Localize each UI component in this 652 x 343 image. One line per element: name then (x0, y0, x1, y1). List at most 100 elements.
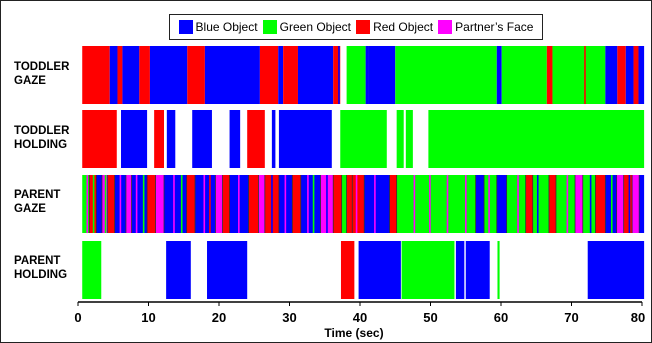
legend-label: Partner’s Face (455, 20, 534, 34)
segment-green (484, 175, 497, 233)
segment-blue (496, 46, 502, 104)
segment-blue (149, 46, 188, 104)
stripe-magenta (86, 175, 89, 233)
legend-label: Blue Object (195, 20, 258, 34)
segment-blue (131, 175, 148, 233)
segment-red (82, 110, 117, 168)
segment-red (247, 110, 265, 168)
segment-blue (278, 110, 332, 168)
stripe-red (584, 46, 586, 104)
segment-green (405, 110, 413, 168)
segment-blue (192, 110, 212, 168)
track-toddler-gaze (82, 46, 645, 104)
segment-red (595, 175, 606, 233)
segment-green (552, 46, 606, 104)
segment-blue (121, 110, 148, 168)
row-label-parent-gaze: PARENT GAZE (14, 188, 74, 216)
segment-green (396, 110, 404, 168)
legend-swatch-green (262, 20, 277, 34)
segment-red (283, 46, 298, 104)
segment-green (401, 241, 455, 299)
x-tick-label: 60 (494, 310, 508, 325)
stripe-magenta (566, 175, 569, 233)
segment-red (352, 175, 365, 233)
stripe-blue (628, 175, 631, 233)
x-axis-title: Time (sec) (324, 326, 383, 340)
legend-swatch-blue (178, 20, 193, 34)
stripe-blue (536, 175, 539, 233)
row-label-toddler-gaze: TODDLER GAZE (14, 60, 74, 88)
segment-green (532, 175, 549, 233)
segment-red (107, 175, 115, 233)
stripe-blue (338, 46, 340, 104)
segment-green (428, 110, 645, 168)
segment-red (633, 46, 639, 104)
stripe-magenta (238, 175, 240, 233)
stripe-magenta (374, 175, 376, 233)
legend-swatch-red (356, 20, 371, 34)
segment-green (497, 241, 500, 299)
segment-red (623, 175, 633, 233)
stripe-magenta (307, 175, 309, 233)
stripe-blue (589, 175, 592, 233)
segment-red (117, 46, 123, 104)
segment-green (82, 175, 90, 233)
segment-red (259, 46, 279, 104)
stripe-green (92, 175, 95, 233)
segment-blue (625, 46, 634, 104)
segment-blue (605, 46, 618, 104)
x-tick-label: 40 (353, 310, 367, 325)
row-label-parent-holding: PARENT HOLDING (14, 254, 74, 282)
stripe-magenta (413, 175, 416, 233)
segment-blue (122, 46, 140, 104)
row-label-line: HOLDING (14, 139, 68, 151)
legend-item-red-object: Red Object (356, 20, 433, 34)
segment-blue (455, 241, 465, 299)
segment-green (506, 175, 526, 233)
segment-green (340, 110, 387, 168)
segment-blue (364, 175, 390, 233)
segment-blue (297, 46, 334, 104)
segment-red (333, 46, 341, 104)
segment-blue (96, 175, 102, 233)
stripe-green (180, 175, 183, 233)
segment-magenta (575, 175, 583, 233)
segment-red (389, 175, 397, 233)
stripe-magenta (446, 175, 449, 233)
segment-red (147, 175, 156, 233)
stripe-green (312, 175, 315, 233)
stripe-green (491, 46, 494, 104)
segment-blue (300, 175, 321, 233)
legend-label: Green Object (279, 20, 352, 34)
segment-blue (195, 175, 216, 233)
x-tick-label: 50 (423, 310, 437, 325)
segment-blue (229, 110, 241, 168)
stripe-red (209, 175, 211, 233)
segment-magenta (155, 175, 165, 233)
segment-red (82, 46, 110, 104)
segment-red (525, 175, 533, 233)
segment-red (617, 46, 626, 104)
segment-red (139, 46, 150, 104)
stripe-magenta (119, 175, 122, 233)
segment-red (546, 46, 553, 104)
row-label-line: HOLDING (14, 269, 68, 281)
segment-blue (358, 241, 401, 299)
track-toddler-holding (82, 110, 645, 168)
x-axis: 0 10 20 30 40 50 60 70 80 (74, 301, 645, 325)
segment-green (341, 175, 347, 233)
segment-blue (587, 241, 645, 299)
segment-green (346, 46, 366, 104)
segment-green (555, 175, 576, 233)
row-label-line: TODDLER (14, 125, 70, 137)
segment-green (395, 46, 497, 104)
row-label-line: PARENT (14, 255, 61, 267)
legend: Blue Object Green Object Red Object Part… (169, 14, 543, 40)
segment-green (82, 241, 102, 299)
segment-blue (166, 241, 191, 299)
x-tick-label: 0 (74, 310, 81, 325)
segment-blue (207, 241, 248, 299)
segment-blue (271, 110, 276, 168)
segment-blue (465, 241, 490, 299)
